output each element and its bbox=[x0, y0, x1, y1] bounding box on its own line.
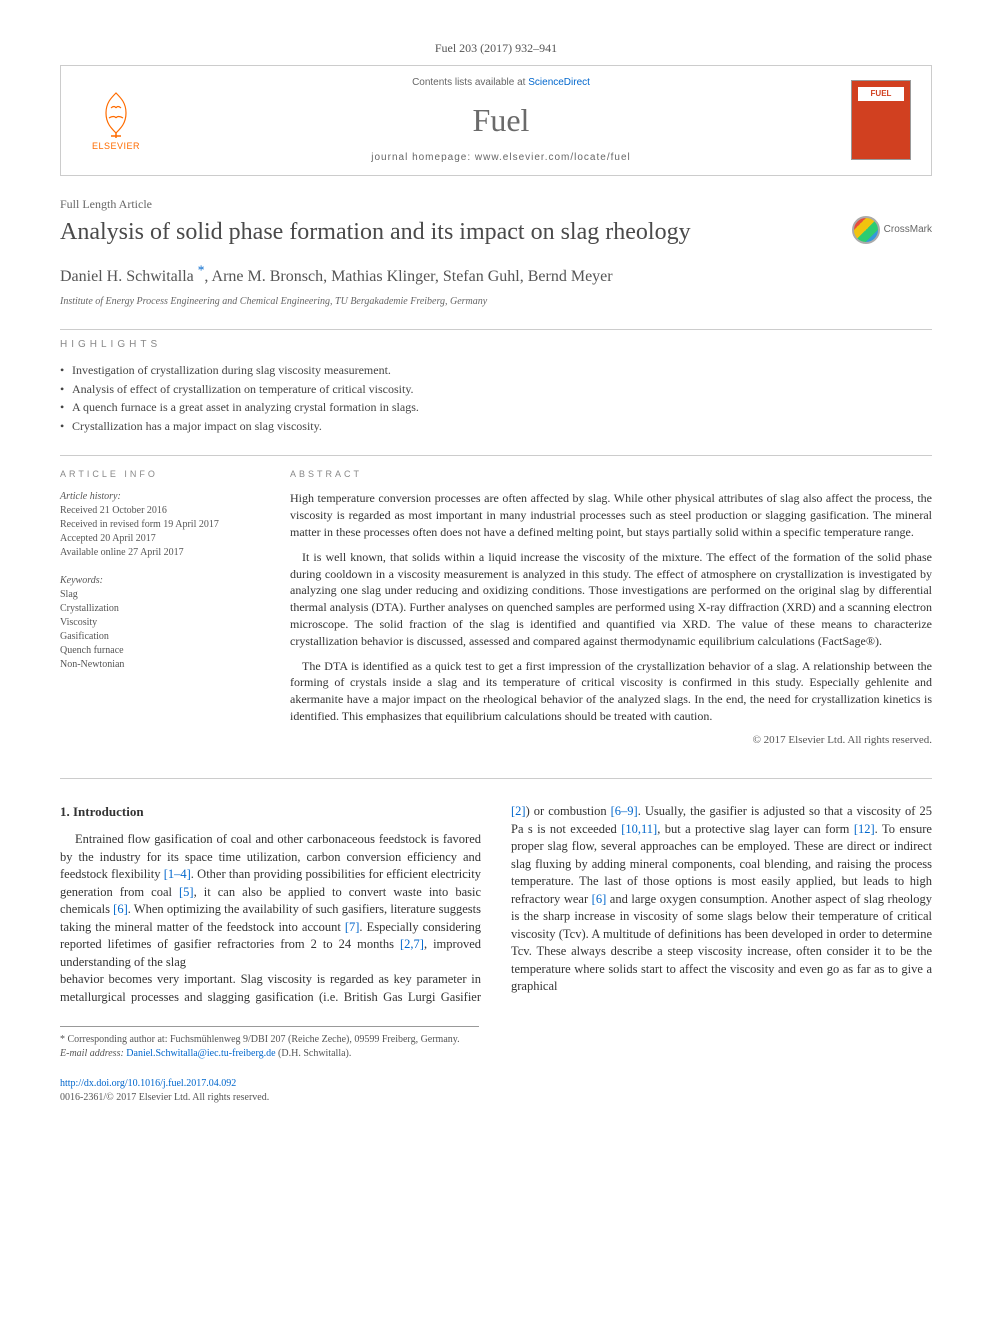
citation-link[interactable]: [12] bbox=[854, 822, 875, 836]
corresponding-marker: * bbox=[198, 263, 205, 278]
homepage-url[interactable]: www.elsevier.com/locate/fuel bbox=[475, 152, 631, 163]
crossmark-label: CrossMark bbox=[884, 223, 932, 237]
citation-link[interactable]: [1–4] bbox=[164, 867, 191, 881]
history-line: Accepted 20 April 2017 bbox=[60, 532, 260, 546]
keywords-label: Keywords: bbox=[60, 574, 260, 588]
abstract-paragraph: It is well known, that solids within a l… bbox=[290, 549, 932, 650]
article-history: Article history: Received 21 October 201… bbox=[60, 490, 260, 560]
citation-line: Fuel 203 (2017) 932–941 bbox=[60, 40, 932, 57]
email-line: E-mail address: Daniel.Schwitalla@iec.tu… bbox=[60, 1047, 479, 1061]
keyword: Slag bbox=[60, 588, 260, 602]
article-type: Full Length Article bbox=[60, 196, 932, 213]
citation-link[interactable]: [7] bbox=[345, 920, 360, 934]
highlights-block: Investigation of crystallization during … bbox=[60, 362, 932, 435]
keyword: Quench furnace bbox=[60, 644, 260, 658]
section-divider bbox=[60, 778, 932, 779]
elsevier-logo: ELSEVIER bbox=[81, 80, 151, 160]
keyword: Viscosity bbox=[60, 616, 260, 630]
issn-copyright: 0016-2361/© 2017 Elsevier Ltd. All right… bbox=[60, 1092, 269, 1103]
abstract-column: ABSTRACT High temperature conversion pro… bbox=[290, 468, 932, 748]
article-info-column: ARTICLE INFO Article history: Received 2… bbox=[60, 468, 260, 748]
contents-available: Contents lists available at ScienceDirec… bbox=[151, 76, 851, 90]
corresponding-author: * Corresponding author at: Fuchsmühlenwe… bbox=[60, 1033, 479, 1047]
highlight-item: A quench furnace is a great asset in ana… bbox=[60, 399, 932, 416]
keywords-block: Keywords: SlagCrystallizationViscosityGa… bbox=[60, 574, 260, 672]
keyword: Gasification bbox=[60, 630, 260, 644]
sciencedirect-link[interactable]: ScienceDirect bbox=[528, 77, 590, 88]
footnotes: * Corresponding author at: Fuchsmühlenwe… bbox=[60, 1026, 479, 1061]
journal-name: Fuel bbox=[151, 98, 851, 143]
section-title: Introduction bbox=[73, 804, 144, 819]
citation-link[interactable]: [2,7] bbox=[400, 937, 424, 951]
citation-link[interactable]: [6] bbox=[113, 902, 128, 916]
highlight-item: Analysis of effect of crystallization on… bbox=[60, 381, 932, 398]
crossmark-badge[interactable]: CrossMark bbox=[852, 216, 932, 244]
abstract-paragraph: The DTA is identified as a quick test to… bbox=[290, 658, 932, 725]
abstract-paragraph: High temperature conversion processes ar… bbox=[290, 490, 932, 540]
section-number: 1. bbox=[60, 804, 70, 819]
citation-link[interactable]: [6–9] bbox=[611, 804, 638, 818]
abstract-copyright: © 2017 Elsevier Ltd. All rights reserved… bbox=[290, 733, 932, 748]
body-paragraph: Entrained flow gasification of coal and … bbox=[60, 831, 481, 971]
footer-doi: http://dx.doi.org/10.1016/j.fuel.2017.04… bbox=[60, 1077, 932, 1105]
journal-cover-thumb: FUEL bbox=[851, 80, 911, 160]
history-line: Received 21 October 2016 bbox=[60, 504, 260, 518]
cover-title: FUEL bbox=[852, 88, 910, 99]
email-suffix: (D.H. Schwitalla). bbox=[276, 1048, 352, 1059]
citation-link[interactable]: [2] bbox=[511, 804, 526, 818]
article-info-label: ARTICLE INFO bbox=[60, 468, 260, 481]
history-line: Received in revised form 19 April 2017 bbox=[60, 518, 260, 532]
citation-link[interactable]: [6] bbox=[592, 892, 607, 906]
abstract-label: ABSTRACT bbox=[290, 468, 932, 481]
author-email-link[interactable]: Daniel.Schwitalla@iec.tu-freiberg.de bbox=[126, 1048, 275, 1059]
doi-link[interactable]: http://dx.doi.org/10.1016/j.fuel.2017.04… bbox=[60, 1078, 236, 1089]
history-line: Available online 27 April 2017 bbox=[60, 546, 260, 560]
highlight-item: Investigation of crystallization during … bbox=[60, 362, 932, 379]
affiliation: Institute of Energy Process Engineering … bbox=[60, 295, 932, 309]
article-title: Analysis of solid phase formation and it… bbox=[60, 216, 832, 250]
authors-line: Daniel H. Schwitalla *, Arne M. Bronsch,… bbox=[60, 262, 932, 289]
crossmark-icon bbox=[852, 216, 880, 244]
journal-homepage: journal homepage: www.elsevier.com/locat… bbox=[151, 151, 851, 165]
elsevier-tree-icon bbox=[91, 88, 141, 138]
keyword: Crystallization bbox=[60, 602, 260, 616]
email-label: E-mail address: bbox=[60, 1048, 126, 1059]
section-heading: 1. Introduction bbox=[60, 803, 481, 821]
history-label: Article history: bbox=[60, 490, 260, 504]
homepage-prefix: journal homepage: bbox=[371, 152, 475, 163]
citation-link[interactable]: [5] bbox=[179, 885, 194, 899]
citation-link[interactable]: [10,11] bbox=[621, 822, 657, 836]
body-text: 1. Introduction Entrained flow gasificat… bbox=[60, 803, 932, 1006]
keyword: Non-Newtonian bbox=[60, 658, 260, 672]
highlight-item: Crystallization has a major impact on sl… bbox=[60, 418, 932, 435]
elsevier-text: ELSEVIER bbox=[92, 140, 140, 153]
author-list: Daniel H. Schwitalla *, Arne M. Bronsch,… bbox=[60, 268, 613, 285]
contents-prefix: Contents lists available at bbox=[412, 77, 528, 88]
journal-header: ELSEVIER Contents lists available at Sci… bbox=[60, 65, 932, 176]
highlights-label: HIGHLIGHTS bbox=[60, 329, 932, 352]
